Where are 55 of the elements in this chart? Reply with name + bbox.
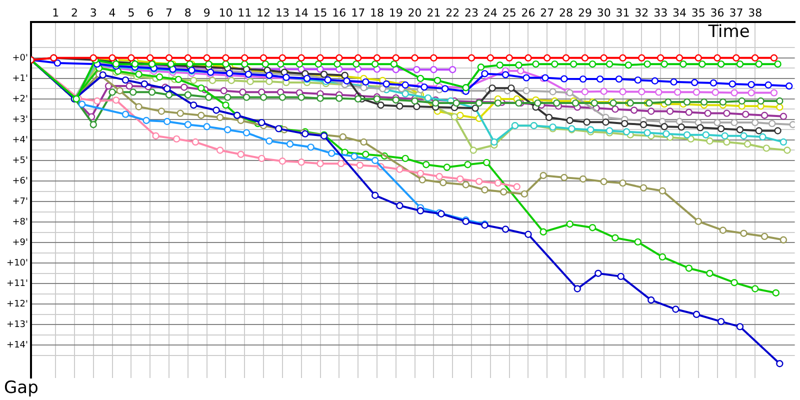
x-tick-label: 2 — [70, 6, 78, 20]
x-tick-label: 24 — [483, 6, 498, 20]
x-tick-label: 19 — [388, 6, 403, 20]
x-tick-label: 3 — [90, 6, 97, 20]
x-tick-label: 12 — [256, 6, 271, 20]
y-tick-label: +6' — [12, 176, 28, 186]
x-tick-label: 5 — [128, 6, 135, 20]
x-tick-label: 7 — [166, 6, 173, 20]
x-tick-label: 16 — [332, 6, 346, 20]
x-tick-label: 36 — [710, 6, 724, 20]
x-tick-label: 1 — [52, 6, 60, 20]
x-tick-label: 8 — [184, 6, 192, 20]
x-tick-label: 28 — [559, 6, 574, 20]
x-tick-label: 31 — [616, 6, 630, 20]
x-tick-label: 25 — [502, 6, 516, 20]
y-tick-label: +12' — [6, 299, 28, 310]
y-tick-label: +11' — [6, 278, 28, 289]
x-tick-label: 34 — [672, 6, 686, 20]
x-tick-label: 35 — [691, 6, 706, 20]
y-tick-label: +13' — [6, 320, 28, 330]
x-tick-label: 11 — [238, 6, 252, 20]
y-tick-label: +14' — [6, 340, 28, 351]
y-tick-label: +3' — [12, 114, 28, 125]
x-tick-label: 10 — [218, 6, 233, 20]
x-tick-label: 29 — [578, 6, 592, 20]
y-tick-label: +7' — [12, 196, 28, 207]
y-tick-label: +1' — [12, 74, 28, 84]
x-tick-label: 15 — [313, 6, 328, 20]
x-tick-label: 22 — [446, 6, 460, 20]
x-tick-label: 6 — [146, 6, 154, 20]
y-axis-title: Gap — [4, 378, 38, 398]
x-tick-label: 14 — [294, 6, 308, 20]
x-tick-label: 20 — [408, 6, 422, 20]
x-tick-label: 18 — [370, 6, 384, 20]
y-tick-label: +10' — [6, 258, 28, 268]
x-axis-title: Time — [707, 22, 750, 42]
y-tick-label: +9' — [12, 238, 28, 248]
x-tick-label: 23 — [464, 6, 479, 20]
x-tick-label: 9 — [203, 6, 210, 20]
x-tick-label: 4 — [108, 6, 116, 20]
y-tick-label: +8' — [12, 217, 28, 228]
x-tick-label: 21 — [426, 6, 441, 20]
x-tick-label: 17 — [351, 6, 366, 20]
y-tick-label: +0' — [12, 53, 28, 64]
x-tick-label: 30 — [596, 6, 611, 20]
x-tick-label: 38 — [748, 6, 762, 20]
x-tick-label: 33 — [654, 6, 668, 20]
y-tick-label: +5' — [12, 156, 28, 166]
x-tick-label: 27 — [540, 6, 554, 20]
y-tick-label: +4' — [12, 135, 28, 146]
x-tick-label: 32 — [634, 6, 649, 20]
x-tick-label: 26 — [521, 6, 536, 20]
x-tick-label: 37 — [729, 6, 744, 20]
x-tick-label: 13 — [275, 6, 290, 20]
y-tick-label: +2' — [12, 94, 28, 104]
